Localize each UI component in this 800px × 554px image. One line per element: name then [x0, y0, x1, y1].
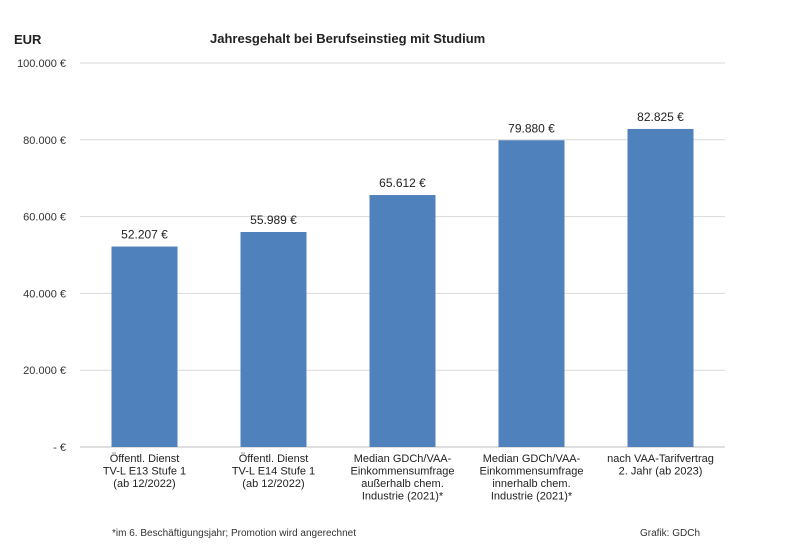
x-tick-label-line: innerhalb chem.: [492, 478, 570, 490]
x-tick-label-line: nach VAA-Tarifvertrag: [607, 453, 714, 465]
footnote: *im 6. Beschäftigungsjahr; Promotion wir…: [112, 528, 357, 539]
data-label: 79.880 €: [508, 121, 555, 135]
x-tick-label-line: (ab 12/2022): [242, 478, 304, 490]
x-tick-label-line: Median GDCh/VAA-: [483, 453, 581, 465]
y-tick-label: 60.000 €: [23, 212, 66, 224]
y-tick-label: 40.000 €: [23, 288, 66, 300]
x-tick-label-line: 2. Jahr (ab 2023): [619, 466, 703, 478]
x-tick-label-line: Öffentl. Dienst: [110, 453, 180, 465]
data-label: 52.207 €: [121, 228, 168, 242]
y-axis-unit-label: EUR: [14, 32, 42, 47]
data-label: 65.612 €: [379, 176, 426, 190]
bar: [111, 246, 178, 447]
y-tick-label: - €: [53, 442, 66, 454]
x-tick-label-line: TV-L E13 Stufe 1: [103, 466, 186, 478]
y-tick-label: 100.000 €: [17, 58, 66, 70]
data-label: 82.825 €: [637, 110, 684, 124]
x-tick-label-line: Einkommensumfrage: [480, 466, 584, 478]
x-tick-label: Median GDCh/VAA-Einkommensumfrage innerha…: [480, 453, 584, 503]
x-tick-label-line: Einkommensumfrage: [351, 466, 455, 478]
bar: [627, 128, 694, 447]
data-label: 55.989 €: [250, 213, 297, 227]
graphic-credit: Grafik: GDCh: [640, 528, 701, 539]
x-tick-label-line: TV-L E14 Stufe 1: [232, 466, 315, 478]
x-tick-label-line: Öffentl. Dienst: [239, 453, 309, 465]
y-tick-label: 20.000 €: [23, 365, 66, 377]
chart-title: Jahresgehalt bei Berufseinstieg mit Stud…: [210, 31, 486, 46]
x-tick-label: Öffentl. Dienst TV-L E13 Stufe 1 (ab 12/20…: [103, 453, 186, 490]
x-tick-label: Öffentl. Dienst TV-L E14 Stufe 1 (ab 12/20…: [232, 453, 315, 490]
x-tick-label-line: außerhalb chem.: [361, 478, 444, 490]
x-tick-label: Median GDCh/VAA-Einkommensumfrage außerha…: [351, 453, 455, 503]
y-tick-label: 80.000 €: [23, 135, 66, 147]
x-tick-label-line: (ab 12/2022): [113, 478, 175, 490]
bar: [240, 232, 307, 447]
x-tick-label-line: Median GDCh/VAA-: [354, 453, 452, 465]
bar: [498, 140, 565, 447]
bar: [369, 195, 436, 447]
x-tick-label: nach VAA-Tarifvertrag 2. Jahr (ab 2023): [607, 453, 714, 478]
x-tick-label-line: Industrie (2021)*: [491, 491, 573, 503]
x-tick-label-line: Industrie (2021)*: [362, 491, 444, 503]
